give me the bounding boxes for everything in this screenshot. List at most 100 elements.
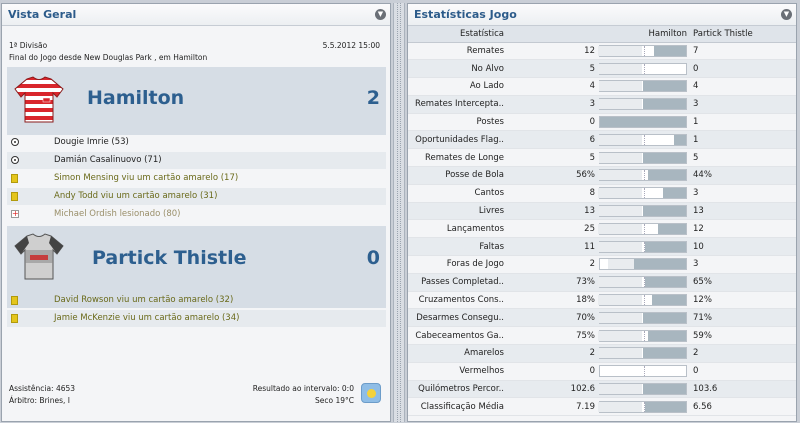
away-stat-bar-fill <box>643 348 686 359</box>
match-venue-line: Final do Jogo desde New Douglas Park , e… <box>9 53 208 62</box>
match-event-text[interactable]: David Rowson viu um cartão amarelo (32) <box>54 295 234 305</box>
away-stat-value: 10 <box>689 237 796 257</box>
away-stat-bar-fill <box>645 277 686 288</box>
home-kit-shirt-icon <box>14 76 64 123</box>
away-stat-bar-fill <box>648 170 686 181</box>
stats-table-header: Estatística Hamilton Partick Thistle <box>408 26 796 43</box>
home-stat-value: 6 <box>508 130 599 150</box>
stat-comparison-bar <box>599 255 689 274</box>
match-event-row: + Michael Ordish lesionado (80) <box>7 206 386 223</box>
match-event-text[interactable]: Jamie McKenzie viu um cartão amarelo (34… <box>54 313 240 323</box>
away-stat-value: 3 <box>689 95 796 114</box>
home-stat-value: 5 <box>508 59 599 79</box>
stats-panel-title: Estatísticas Jogo <box>414 8 517 21</box>
home-stat-value: 12 <box>508 42 599 61</box>
stat-comparison-bar <box>599 77 689 96</box>
stats-row: Remates de Longe 5 5 <box>408 148 796 168</box>
stat-label: Desarmes Consegu.. <box>408 308 508 328</box>
stats-menu-chevron-icon[interactable]: ▼ <box>781 9 792 20</box>
stat-label: Quilómetros Percor.. <box>408 380 508 399</box>
stat-label: Postes <box>408 113 508 132</box>
home-stat-value: 0 <box>508 362 599 381</box>
home-team-block: Hamilton 2 <box>7 67 386 135</box>
overview-menu-chevron-icon[interactable]: ▼ <box>375 9 386 20</box>
stats-row: Oportunidades Flag.. 6 1 <box>408 130 796 150</box>
away-stat-bar-fill <box>643 152 686 163</box>
stat-label: Lançamentos <box>408 219 508 239</box>
home-stat-value: 5 <box>508 148 599 168</box>
away-team-score: 0 <box>366 247 380 269</box>
away-stat-value: 13 <box>689 202 796 221</box>
home-stat-bar-fill <box>599 348 642 359</box>
home-stat-value: 70% <box>508 308 599 328</box>
match-event-text[interactable]: Andy Todd viu um cartão amarelo (31) <box>54 191 218 201</box>
away-stat-value: 12% <box>689 291 796 310</box>
home-stat-value: 3 <box>508 95 599 114</box>
stats-row: Postes 0 1 <box>408 113 796 132</box>
home-stat-value: 4 <box>508 77 599 96</box>
stats-row: Ao Lado 4 4 <box>408 77 796 96</box>
match-event-text[interactable]: Simon Mensing viu um cartão amarelo (17) <box>54 173 239 183</box>
match-overview-panel: Vista Geral ▼ 1ª Divisão 5.5.2012 15:00 … <box>1 3 391 422</box>
home-stat-value: 2 <box>508 255 599 274</box>
home-stat-bar-fill <box>599 81 642 92</box>
stat-label: Faltas <box>408 237 508 257</box>
match-event-text[interactable]: Damián Casalinuovo (71) <box>54 155 162 165</box>
home-stat-bar-fill <box>599 312 642 323</box>
away-stat-bar-fill <box>643 81 686 92</box>
stats-row: Passes Completad.. 73% 65% <box>408 273 796 292</box>
match-event-row: Damián Casalinuovo (71) <box>7 152 386 169</box>
away-stat-bar-fill <box>634 259 686 270</box>
away-stat-value: 4 <box>689 77 796 96</box>
home-stat-bar-fill <box>599 206 642 217</box>
weather-text: Seco 19°C <box>314 396 354 405</box>
match-event-row: David Rowson viu um cartão amarelo (32) <box>7 292 386 309</box>
away-stat-value: 1 <box>689 130 796 150</box>
home-stat-bar-fill <box>598 295 642 306</box>
col-header-home[interactable]: Hamilton <box>508 26 689 43</box>
stat-comparison-bar <box>598 237 689 257</box>
away-stat-value: 44% <box>689 166 796 185</box>
match-date-time: 5.5.2012 15:00 <box>322 41 380 50</box>
away-stat-bar-fill <box>643 384 686 395</box>
home-stat-value: 11 <box>508 237 599 257</box>
away-team-name[interactable]: Partick Thistle <box>92 247 247 269</box>
stat-comparison-bar <box>598 219 689 239</box>
home-team-name[interactable]: Hamilton <box>87 87 185 109</box>
stats-row: Cruzamentos Cons.. 18% 12% <box>408 291 796 310</box>
stats-row: Desarmes Consegu.. 70% 71% <box>408 308 796 328</box>
overview-panel-title: Vista Geral <box>8 8 77 21</box>
yellow-card-icon <box>11 296 18 305</box>
match-info-right: Resultado ao intervalo: 0:0 Seco 19°C <box>253 383 354 407</box>
home-stat-bar-fill <box>599 152 642 163</box>
away-kit-shirt-icon <box>14 233 64 280</box>
match-event-row: Simon Mensing viu um cartão amarelo (17) <box>7 170 386 187</box>
stats-table-body: Remates 12 7 No Alvo 5 0 Ao Lado 4 4 Remates Inte… <box>408 42 796 417</box>
home-stat-value: 8 <box>508 184 599 203</box>
attendance-text: Assistência: 4653 <box>9 384 76 393</box>
panel-splitter-handle[interactable] <box>393 3 405 422</box>
yellow-card-icon <box>11 192 18 201</box>
away-stat-value: 0 <box>689 59 796 79</box>
competition-label: 1ª Divisão <box>9 41 48 50</box>
stat-comparison-bar <box>599 202 689 221</box>
stats-panel-header: Estatísticas Jogo ▼ <box>408 4 796 26</box>
stat-label: Posse de Bola <box>408 166 508 185</box>
col-header-away[interactable]: Partick Thistle <box>689 26 796 43</box>
stats-row: Posse de Bola 56% 44% <box>408 166 796 185</box>
away-stat-value: 71% <box>689 308 796 328</box>
away-stat-value: 0 <box>689 362 796 381</box>
home-stat-value: 73% <box>508 273 599 292</box>
home-stat-bar-fill <box>598 45 642 56</box>
match-event-text[interactable]: Michael Ordish lesionado (80) <box>54 209 181 219</box>
stat-label: Remates Intercepta.. <box>408 95 508 114</box>
away-stat-bar-fill <box>663 188 686 199</box>
away-stat-bar-fill <box>645 241 686 252</box>
stats-row: Foras de Jogo 2 3 <box>408 255 796 274</box>
stat-comparison-bar <box>599 113 689 132</box>
match-event-text[interactable]: Dougie Imrie (53) <box>54 137 129 147</box>
stat-comparison-bar <box>599 308 689 328</box>
home-stat-value: 102.6 <box>508 380 599 399</box>
col-header-stat[interactable]: Estatística <box>408 26 508 43</box>
home-stat-bar-fill <box>598 241 642 252</box>
